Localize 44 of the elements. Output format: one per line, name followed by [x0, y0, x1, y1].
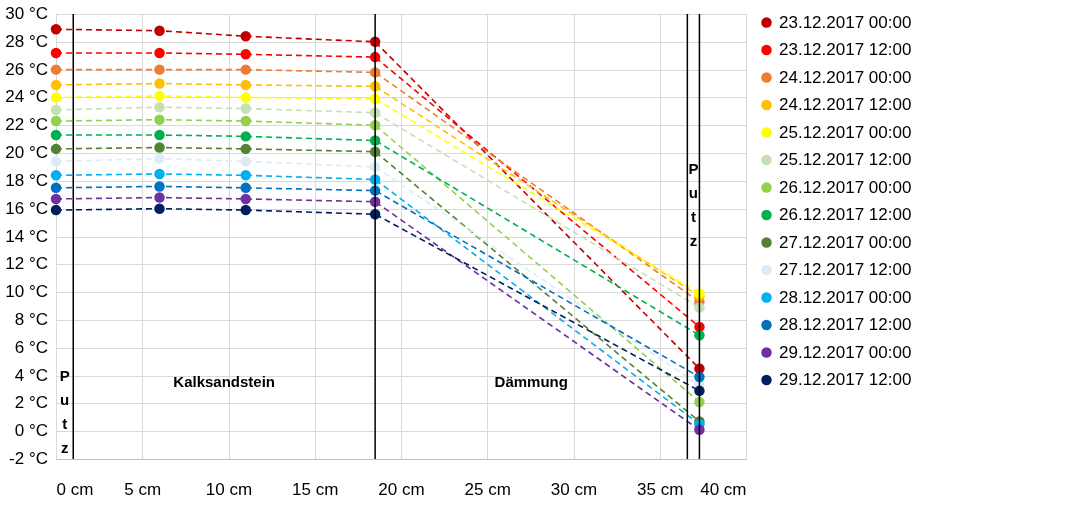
legend-label: 28.12.2017 12:00: [779, 315, 912, 334]
legend-label: 29.12.2017 00:00: [779, 342, 912, 362]
legend-label: 24.12.2017 00:00: [779, 67, 912, 87]
legend-label: 25.12.2017 00:00: [779, 122, 912, 142]
legend-label: 24.12.2017 12:00: [779, 95, 912, 114]
y-tick-label: 30 °C: [5, 4, 48, 23]
y-tick-label: 16 °C: [5, 198, 48, 218]
y-tick-label: -2 °C: [9, 449, 48, 468]
legend-label: 26.12.2017 12:00: [779, 205, 912, 224]
x-tick-label: 0 cm: [56, 479, 94, 499]
legend-label: 23.12.2017 00:00: [779, 12, 912, 32]
y-tick-label: 22 °C: [5, 115, 48, 135]
x-tick-label: 20 cm: [378, 479, 425, 499]
x-tick-label: 25 cm: [464, 479, 511, 499]
x-tick-label: 15 cm: [292, 479, 339, 499]
legend-label: 23.12.2017 12:00: [779, 40, 912, 59]
x-tick-label: 35 cm: [637, 479, 684, 499]
y-tick-label: 28 °C: [5, 31, 48, 51]
annotation: Putz: [688, 160, 699, 249]
legend-label: 27.12.2017 00:00: [779, 232, 912, 252]
annotation: Putz: [59, 367, 70, 456]
x-tick-label: 10 cm: [205, 479, 253, 499]
legend-label: 29.12.2017 12:00: [779, 370, 912, 389]
y-tick-label: 12 °C: [5, 254, 48, 274]
y-tick-label: 14 °C: [5, 226, 48, 246]
y-tick-label: 18 °C: [5, 170, 48, 190]
y-tick-label: 4 °C: [14, 365, 48, 385]
y-tick-label: 24 °C: [5, 87, 48, 107]
annotation: Dämmung: [494, 373, 568, 390]
y-tick-label: 6 °C: [14, 337, 48, 357]
y-tick-label: 20 °C: [5, 143, 48, 163]
y-tick-label: 26 °C: [5, 59, 48, 79]
legend-label: 28.12.2017 00:00: [779, 287, 912, 307]
annotation: Kalksandstein: [173, 373, 276, 390]
legend-label: 27.12.2017 12:00: [779, 260, 912, 279]
y-tick-label: 8 °C: [14, 309, 48, 329]
y-tick-label: 2 °C: [14, 393, 48, 413]
legend-label: 26.12.2017 00:00: [779, 177, 912, 197]
x-tick-label: 40 cm: [700, 479, 747, 499]
x-tick-label: 5 cm: [124, 479, 162, 499]
y-tick-label: 10 °C: [5, 282, 48, 302]
x-tick-label: 30 cm: [550, 479, 598, 499]
y-tick-label: 0 °C: [14, 421, 48, 441]
legend-label: 25.12.2017 12:00: [779, 150, 912, 169]
